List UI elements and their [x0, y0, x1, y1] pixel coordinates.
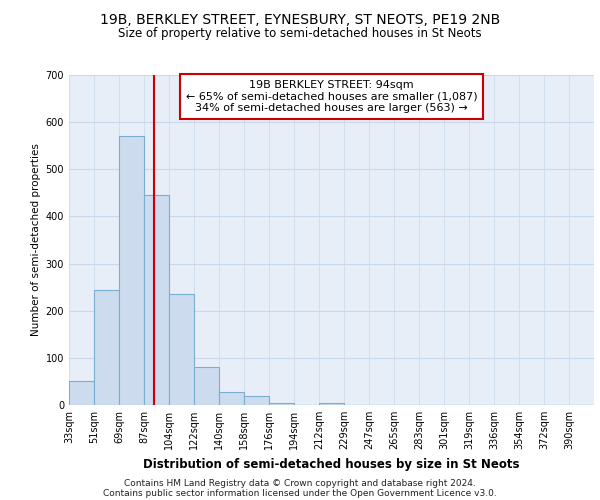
Text: Contains HM Land Registry data © Crown copyright and database right 2024.: Contains HM Land Registry data © Crown c… [124, 478, 476, 488]
Bar [119, 136, 144, 405]
Bar [69, 382, 94, 405]
Bar [169, 294, 194, 405]
Text: 19B, BERKLEY STREET, EYNESBURY, ST NEOTS, PE19 2NB: 19B, BERKLEY STREET, EYNESBURY, ST NEOTS… [100, 12, 500, 26]
Bar [94, 290, 119, 405]
Bar [244, 396, 269, 405]
Bar [319, 402, 344, 405]
Text: 19B BERKLEY STREET: 94sqm
← 65% of semi-detached houses are smaller (1,087)
34% : 19B BERKLEY STREET: 94sqm ← 65% of semi-… [185, 80, 478, 113]
Bar [219, 392, 244, 405]
Bar [269, 402, 294, 405]
Text: Contains public sector information licensed under the Open Government Licence v3: Contains public sector information licen… [103, 488, 497, 498]
Y-axis label: Number of semi-detached properties: Number of semi-detached properties [31, 144, 41, 336]
Text: Size of property relative to semi-detached houses in St Neots: Size of property relative to semi-detach… [118, 28, 482, 40]
X-axis label: Distribution of semi-detached houses by size in St Neots: Distribution of semi-detached houses by … [143, 458, 520, 470]
Bar [194, 368, 219, 405]
Bar [144, 195, 169, 405]
